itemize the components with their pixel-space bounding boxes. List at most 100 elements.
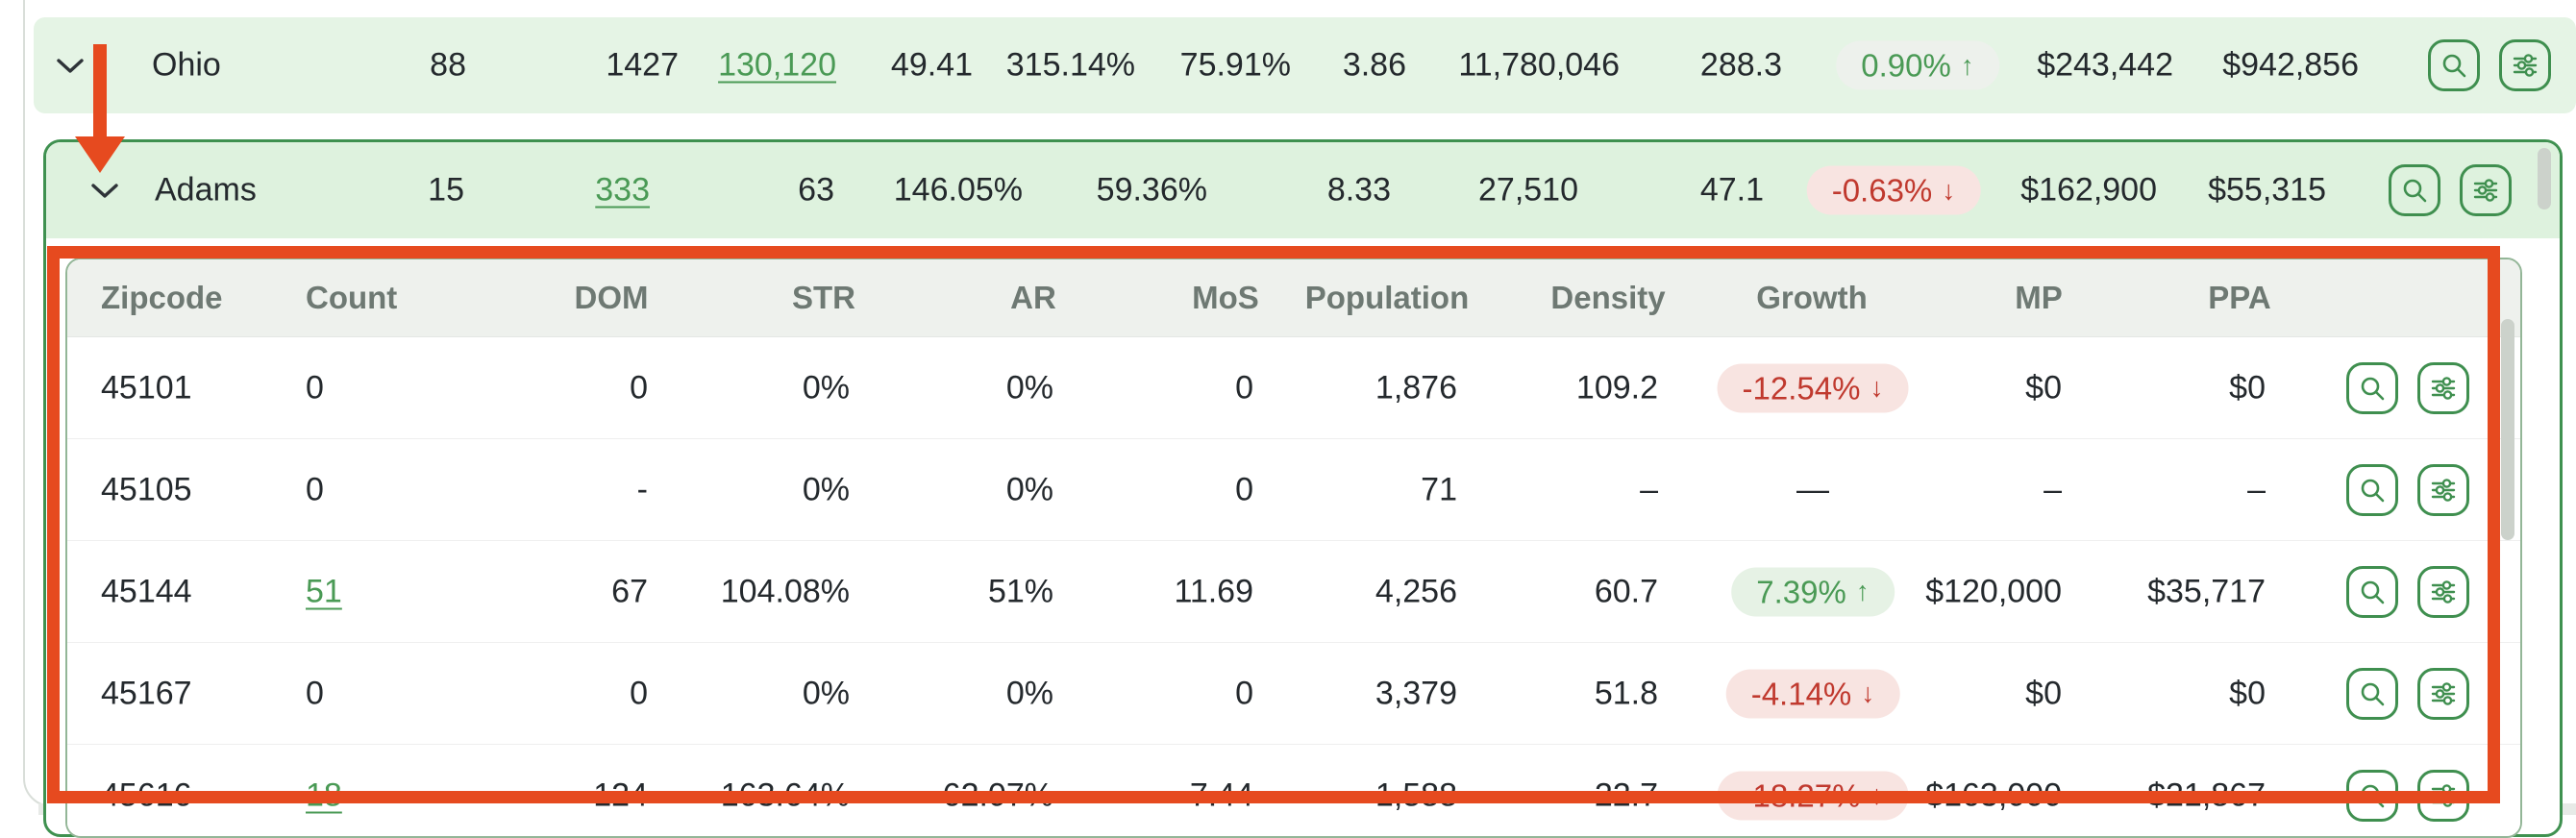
ar-cell: 51% (987, 573, 1053, 609)
state-count: 88 (430, 46, 466, 84)
search-button[interactable] (2346, 463, 2398, 516)
header-mp: MP (2015, 280, 2063, 315)
search-icon (2361, 784, 2385, 807)
str-cell: 0% (802, 369, 850, 406)
growth-value: -0.63% (1831, 172, 1933, 209)
state-name: Ohio (152, 46, 221, 84)
ppa-cell: $0 (2229, 369, 2266, 406)
sliders-icon (2431, 681, 2456, 705)
density-cell: 60.7 (1594, 573, 1658, 609)
table-row[interactable]: 45616 18 124 163.64% 62.07% 7.44 1,588 2… (67, 745, 2520, 836)
filters-button[interactable] (2460, 164, 2512, 216)
mos-cell: 0 (1235, 369, 1253, 406)
search-button[interactable] (2346, 769, 2398, 822)
growth-value: -12.54% (1742, 370, 1861, 406)
zipcode-cell: 45167 (101, 675, 192, 711)
mos-cell: 11.69 (1174, 573, 1253, 609)
ppa-cell: – (2247, 471, 2266, 507)
mp-cell: $163,000 (1925, 776, 2062, 813)
filters-button[interactable] (2417, 565, 2469, 618)
table-row[interactable]: 45144 51 67 104.08% 51% 11.69 4,256 60.7… (67, 541, 2520, 643)
header-density: Density (1550, 280, 1666, 315)
sliders-icon (2431, 783, 2456, 807)
growth-value: -18.27% (1742, 777, 1861, 813)
state-str: 315.14% (1005, 46, 1135, 84)
down-arrow-icon: ↓ (1861, 678, 1875, 708)
sliders-icon (2431, 579, 2456, 604)
count-link[interactable]: 51 (306, 573, 342, 609)
county-mos: 8.33 (1326, 171, 1391, 209)
search-icon (2361, 479, 2385, 502)
down-arrow-icon: ↓ (1870, 372, 1884, 403)
table-row[interactable]: 45105 0 - 0% 0% 0 71 – — – – (67, 439, 2520, 541)
density-cell: 51.8 (1594, 675, 1658, 711)
density-cell: 22.7 (1594, 776, 1658, 813)
dom-cell: - (636, 471, 648, 507)
county-population: 27,510 (1478, 171, 1578, 209)
mos-cell: 0 (1235, 471, 1253, 507)
county-growth-badge: -0.63% ↓ (1806, 165, 1981, 215)
density-cell: – (1640, 471, 1658, 507)
county-listings-link[interactable]: 333 (595, 171, 650, 209)
growth-value: 7.39% (1756, 574, 1846, 609)
str-cell: 104.08% (720, 573, 850, 609)
search-button[interactable] (2346, 361, 2398, 414)
ppa-cell: $21,867 (2147, 776, 2266, 813)
growth-badge: -18.27% ↓ (1717, 771, 1909, 820)
header-zipcode: Zipcode (101, 280, 223, 315)
county-count: 15 (428, 171, 464, 209)
state-ar: 75.91% (1179, 46, 1291, 84)
state-listings-link[interactable]: 130,120 (718, 46, 836, 84)
chevron-down-icon[interactable] (83, 171, 127, 210)
state-row-ohio[interactable]: Ohio 88 1427 130,120 49.41 315.14% 75.91… (34, 17, 2576, 113)
dom-cell: 0 (630, 369, 648, 406)
search-button[interactable] (2346, 667, 2398, 720)
population-cell: 71 (1421, 471, 1457, 507)
county-dom: 63 (798, 171, 834, 209)
str-cell: 163.64% (720, 776, 850, 813)
state-mos: 3.86 (1342, 46, 1406, 84)
mp-cell: – (2043, 471, 2062, 507)
up-arrow-icon: ↑ (1855, 576, 1870, 606)
dom-cell: 124 (593, 776, 648, 813)
population-cell: 1,588 (1375, 776, 1457, 813)
search-button[interactable] (2389, 164, 2440, 216)
filters-button[interactable] (2417, 667, 2469, 720)
scrollbar-thumb[interactable] (2501, 319, 2514, 540)
table-row[interactable]: 45101 0 0 0% 0% 0 1,876 109.2 -12.54% ↓ … (67, 337, 2520, 439)
growth-value: 0.90% (1861, 47, 1951, 84)
growth-value: -4.14% (1750, 676, 1852, 711)
zipcode-cell: 45105 (101, 471, 192, 507)
scrollbar-thumb[interactable] (2538, 148, 2551, 210)
state-mp: $243,442 (2037, 46, 2173, 84)
growth-badge: 7.39% ↑ (1731, 567, 1895, 616)
chevron-down-icon[interactable] (48, 46, 92, 85)
filters-button[interactable] (2499, 39, 2551, 91)
filters-button[interactable] (2417, 361, 2469, 414)
population-cell: 3,379 (1375, 675, 1457, 711)
search-button[interactable] (2428, 39, 2480, 91)
county-str: 146.05% (893, 171, 1023, 209)
mos-cell: 0 (1235, 675, 1253, 711)
filters-button[interactable] (2417, 463, 2469, 516)
state-population: 11,780,046 (1458, 46, 1620, 84)
search-button[interactable] (2346, 565, 2398, 618)
search-icon (2361, 377, 2385, 400)
county-row-adams[interactable]: Adams 15 333 63 146.05% 59.36% 8.33 27,5… (46, 142, 2560, 238)
ppa-cell: $35,717 (2147, 573, 2266, 609)
county-mp: $162,900 (2020, 171, 2157, 209)
table-row[interactable]: 45167 0 0 0% 0% 0 3,379 51.8 -4.14% ↓ $0… (67, 643, 2520, 745)
ppa-cell: $0 (2229, 675, 2266, 711)
count-cell: 0 (306, 675, 324, 711)
count-link[interactable]: 18 (306, 776, 342, 813)
zipcode-cell: 45616 (101, 776, 192, 813)
zipcode-cell: 45144 (101, 573, 192, 609)
mos-cell: 7.44 (1189, 776, 1253, 813)
ar-cell: 0% (1005, 369, 1053, 406)
str-cell: 0% (802, 471, 850, 507)
county-density: 47.1 (1699, 171, 1764, 209)
header-growth: Growth (1756, 280, 1868, 315)
mp-cell: $120,000 (1925, 573, 2062, 609)
state-dom: 49.41 (890, 46, 973, 84)
filters-button[interactable] (2417, 769, 2469, 822)
